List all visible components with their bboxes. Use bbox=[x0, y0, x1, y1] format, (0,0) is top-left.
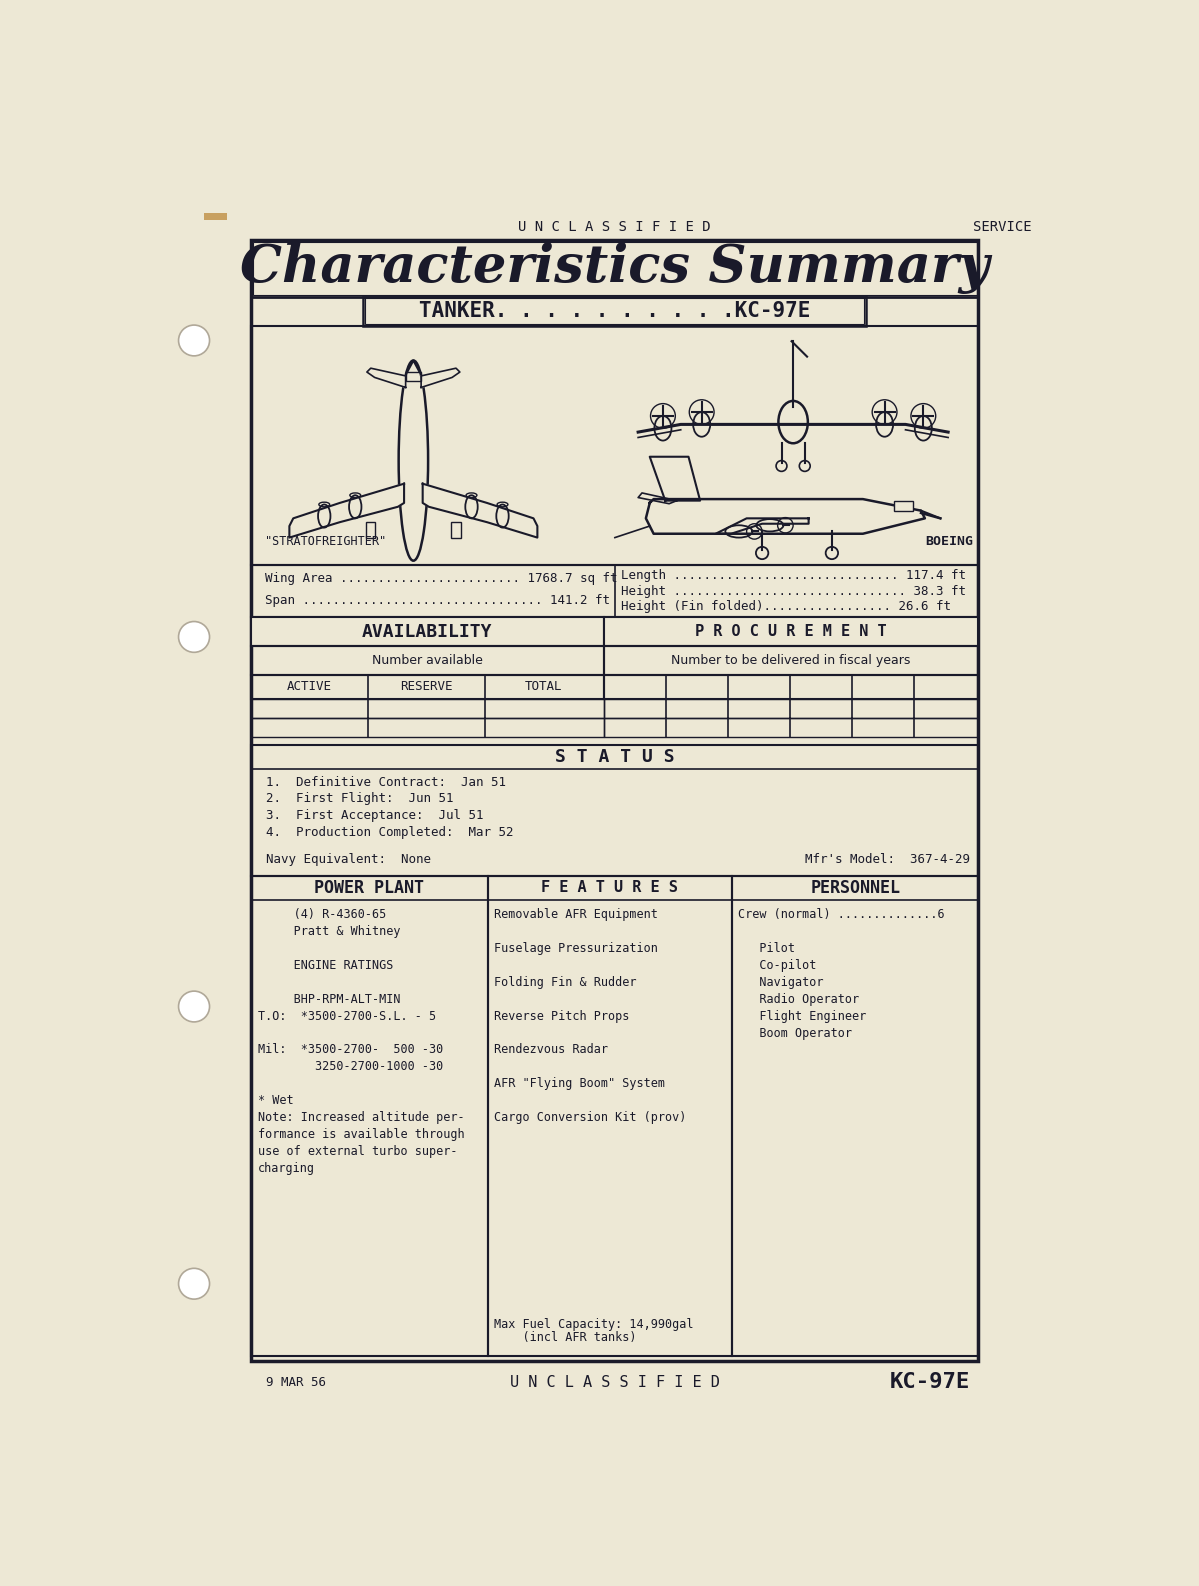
Text: 9 MAR 56: 9 MAR 56 bbox=[266, 1375, 326, 1389]
Bar bbox=[731, 875, 978, 1356]
Circle shape bbox=[179, 325, 210, 355]
Text: Characteristics Summary: Characteristics Summary bbox=[240, 243, 989, 293]
Bar bbox=[604, 676, 978, 698]
Bar bbox=[604, 646, 978, 676]
Text: Wing Area ........................ 1768.7 sq ft: Wing Area ........................ 1768.… bbox=[265, 573, 617, 585]
Bar bbox=[252, 565, 978, 617]
Circle shape bbox=[179, 1269, 210, 1299]
Bar bbox=[604, 718, 978, 737]
Text: Co-pilot: Co-pilot bbox=[739, 960, 817, 972]
Text: U N C L A S S I F I E D: U N C L A S S I F I E D bbox=[518, 220, 711, 235]
Text: (incl AFR tanks): (incl AFR tanks) bbox=[494, 1332, 637, 1345]
Circle shape bbox=[179, 991, 210, 1021]
Polygon shape bbox=[289, 484, 404, 538]
Text: KC-97E: KC-97E bbox=[890, 1372, 970, 1393]
Bar bbox=[204, 214, 228, 219]
Text: S T A T U S: S T A T U S bbox=[555, 749, 675, 766]
Text: formance is available through: formance is available through bbox=[258, 1128, 464, 1142]
Bar bbox=[451, 522, 460, 538]
Text: Cargo Conversion Kit (prov): Cargo Conversion Kit (prov) bbox=[494, 1112, 686, 1124]
Bar bbox=[252, 241, 978, 1361]
Text: Radio Operator: Radio Operator bbox=[739, 993, 860, 1006]
Text: TANKER. . . . . . . . . .KC-97E: TANKER. . . . . . . . . .KC-97E bbox=[420, 301, 811, 322]
Polygon shape bbox=[367, 368, 405, 387]
Text: RESERVE: RESERVE bbox=[400, 680, 453, 693]
Text: Max Fuel Capacity: 14,990gal: Max Fuel Capacity: 14,990gal bbox=[494, 1318, 693, 1331]
Bar bbox=[363, 297, 866, 325]
Bar bbox=[253, 243, 977, 295]
Text: Height ............................... 38.3 ft: Height ............................... 3… bbox=[621, 585, 966, 598]
Text: 4.  Production Completed:  Mar 52: 4. Production Completed: Mar 52 bbox=[266, 826, 513, 839]
Text: 3250-2700-1000 -30: 3250-2700-1000 -30 bbox=[258, 1061, 442, 1074]
Bar bbox=[252, 241, 978, 297]
Text: 1.  Definitive Contract:  Jan 51: 1. Definitive Contract: Jan 51 bbox=[266, 776, 506, 788]
Bar bbox=[252, 718, 604, 737]
Text: * Wet: * Wet bbox=[258, 1094, 294, 1107]
Text: Note: Increased altitude per-: Note: Increased altitude per- bbox=[258, 1112, 464, 1124]
Text: Flight Engineer: Flight Engineer bbox=[739, 1010, 867, 1023]
Bar bbox=[604, 617, 978, 646]
Bar bbox=[488, 875, 731, 1356]
Bar bbox=[366, 522, 375, 538]
Text: Pratt & Whitney: Pratt & Whitney bbox=[258, 925, 400, 937]
Text: POWER PLANT: POWER PLANT bbox=[314, 879, 424, 898]
Text: PERSONNEL: PERSONNEL bbox=[811, 879, 900, 898]
Text: Mfr's Model:  367-4-29: Mfr's Model: 367-4-29 bbox=[805, 853, 970, 866]
Polygon shape bbox=[423, 484, 537, 538]
Text: BOEING: BOEING bbox=[926, 534, 974, 547]
Text: Crew (normal) ..............6: Crew (normal) ..............6 bbox=[739, 907, 945, 921]
Text: U N C L A S S I F I E D: U N C L A S S I F I E D bbox=[510, 1375, 719, 1389]
Text: Navy Equivalent:  None: Navy Equivalent: None bbox=[266, 853, 432, 866]
Polygon shape bbox=[638, 493, 677, 504]
Text: Mil:  *3500-2700-  500 -30: Mil: *3500-2700- 500 -30 bbox=[258, 1044, 442, 1056]
Bar bbox=[894, 501, 914, 511]
Bar bbox=[252, 646, 604, 676]
Text: Number to be delivered in fiscal years: Number to be delivered in fiscal years bbox=[671, 655, 910, 668]
Text: Folding Fin & Rudder: Folding Fin & Rudder bbox=[494, 975, 637, 988]
Text: charging: charging bbox=[258, 1163, 314, 1175]
Text: "STRATOFREIGHTER": "STRATOFREIGHTER" bbox=[265, 534, 386, 547]
Text: Boom Operator: Boom Operator bbox=[739, 1026, 852, 1039]
Text: F E A T U R E S: F E A T U R E S bbox=[541, 880, 677, 896]
Circle shape bbox=[179, 622, 210, 652]
Text: T.O:  *3500-2700-S.L. - 5: T.O: *3500-2700-S.L. - 5 bbox=[258, 1010, 435, 1023]
Text: Height (Fin folded)................. 26.6 ft: Height (Fin folded)................. 26.… bbox=[621, 600, 951, 612]
Text: P R O C U R E M E N T: P R O C U R E M E N T bbox=[695, 623, 886, 639]
Polygon shape bbox=[646, 500, 924, 534]
Polygon shape bbox=[650, 457, 700, 501]
Text: Fuselage Pressurization: Fuselage Pressurization bbox=[494, 942, 658, 955]
Bar bbox=[364, 298, 864, 324]
Bar bbox=[252, 698, 604, 718]
Text: Removable AFR Equipment: Removable AFR Equipment bbox=[494, 907, 658, 921]
Text: Length .............................. 117.4 ft: Length .............................. 11… bbox=[621, 569, 966, 582]
Bar bbox=[405, 373, 421, 381]
Text: use of external turbo super-: use of external turbo super- bbox=[258, 1145, 457, 1158]
Text: SERVICE: SERVICE bbox=[974, 220, 1031, 235]
Text: (4) R-4360-65: (4) R-4360-65 bbox=[258, 907, 386, 921]
Bar bbox=[604, 698, 978, 718]
Text: Rendezvous Radar: Rendezvous Radar bbox=[494, 1044, 608, 1056]
Text: Navigator: Navigator bbox=[739, 975, 824, 988]
Bar bbox=[252, 745, 978, 875]
Polygon shape bbox=[716, 519, 808, 534]
Text: Reverse Pitch Props: Reverse Pitch Props bbox=[494, 1010, 629, 1023]
Text: 3.  First Acceptance:  Jul 51: 3. First Acceptance: Jul 51 bbox=[266, 809, 483, 823]
Text: ENGINE RATINGS: ENGINE RATINGS bbox=[258, 960, 393, 972]
Text: AVAILABILITY: AVAILABILITY bbox=[362, 623, 493, 641]
Text: Span ................................ 141.2 ft: Span ................................ 14… bbox=[265, 593, 609, 607]
Text: ACTIVE: ACTIVE bbox=[287, 680, 332, 693]
Bar bbox=[252, 617, 604, 646]
Bar bbox=[252, 676, 604, 698]
Bar bbox=[252, 325, 978, 565]
Polygon shape bbox=[421, 368, 460, 387]
Text: 2.  First Flight:  Jun 51: 2. First Flight: Jun 51 bbox=[266, 793, 453, 806]
Text: Pilot: Pilot bbox=[739, 942, 795, 955]
Text: AFR "Flying Boom" System: AFR "Flying Boom" System bbox=[494, 1077, 665, 1090]
Text: TOTAL: TOTAL bbox=[525, 680, 562, 693]
Text: Number available: Number available bbox=[372, 655, 483, 668]
Text: BHP-RPM-ALT-MIN: BHP-RPM-ALT-MIN bbox=[258, 993, 400, 1006]
Bar bbox=[252, 875, 488, 1356]
